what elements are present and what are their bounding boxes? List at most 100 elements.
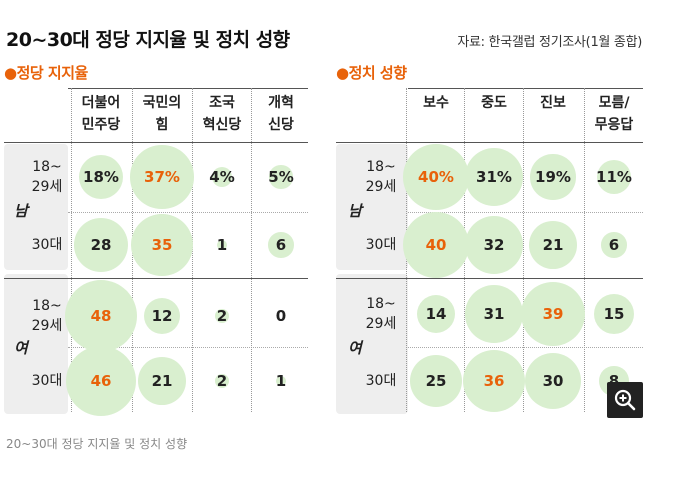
orientation-data-label: 30: [542, 372, 564, 390]
orientation-row-label-0: 18~ 29세: [365, 159, 397, 195]
zoom-button[interactable]: [607, 382, 643, 418]
orientation-bubble: [529, 221, 577, 269]
party-data-label: 5%: [268, 168, 294, 186]
party-row-divider-0: [68, 212, 308, 213]
orientation-data-label: 40: [425, 236, 447, 254]
orientation-data-label: 25: [425, 372, 447, 390]
orientation-row-label-3: 30대: [365, 373, 397, 389]
party-data-label: 12: [151, 307, 173, 325]
orientation-data-label: 40%: [418, 168, 454, 186]
party-gender-band-0: [4, 144, 68, 270]
party-row-label-2: 18~ 29세: [31, 298, 63, 334]
orientation-bubble: [410, 355, 462, 407]
orientation-group-divider: [336, 278, 643, 279]
orientation-data-label: 31: [483, 305, 505, 323]
zoom-in-icon: [614, 389, 636, 411]
orientation-column-header-2: 진보: [540, 95, 566, 111]
party-data-label: 18%: [83, 168, 119, 186]
party-data-label: 21: [151, 372, 173, 390]
orientation-column-divider-3: [584, 88, 585, 412]
party-bubble: [214, 373, 230, 389]
orientation-bubble: [601, 232, 627, 258]
party-section-title: ●정당 지지율: [4, 64, 88, 82]
party-bubble: [65, 280, 137, 352]
party-row-label-3: 30대: [31, 373, 63, 389]
party-bubble: [269, 165, 293, 189]
orientation-column-header-1: 중도: [481, 95, 507, 111]
party-bubble: [268, 232, 294, 258]
orientation-row-divider-0: [408, 212, 643, 213]
party-gender-band-1: [4, 274, 68, 414]
party-bubble: [211, 166, 233, 188]
page-title: 20~30대 정당 지지율 및 정치 성향: [6, 29, 290, 51]
orientation-data-label: 19%: [535, 168, 571, 186]
party-column-header-1: 국민의 힘: [142, 95, 182, 133]
orientation-data-label: 14: [425, 305, 447, 323]
party-data-label: 0: [275, 307, 287, 325]
orientation-gender-label-0: 남: [348, 202, 362, 220]
party-bubble: [130, 145, 194, 209]
orientation-data-label: 15: [603, 305, 625, 323]
party-bubble: [65, 345, 137, 417]
party-bubble: [216, 239, 228, 251]
party-data-label: 2: [216, 307, 228, 325]
orientation-gender-band-0: [336, 144, 408, 270]
orientation-bubble: [403, 144, 469, 210]
party-data-label: 46: [90, 372, 112, 390]
party-row-label-1: 30대: [31, 237, 63, 253]
orientation-column-header-0: 보수: [423, 95, 449, 111]
party-bubble: [73, 217, 129, 273]
orientation-bubble: [465, 285, 523, 343]
orientation-bubble: [524, 352, 582, 410]
party-header-top-rule: [68, 88, 308, 89]
orientation-row-divider-1: [408, 347, 643, 348]
party-bubble: [275, 375, 287, 387]
party-group-divider: [4, 278, 308, 279]
party-data-label: 37%: [144, 168, 180, 186]
party-bubble: [78, 154, 124, 200]
orientation-header-top-rule: [408, 88, 643, 89]
orientation-column-divider-2: [523, 88, 524, 412]
orientation-bubble: [416, 294, 456, 334]
party-data-label: 4%: [209, 168, 235, 186]
orientation-column-header-3: 모름/무응답: [594, 95, 634, 133]
orientation-data-label: 6: [608, 236, 620, 254]
party-data-label: 2: [216, 372, 228, 390]
party-bubble: [144, 298, 180, 334]
orientation-data-label: 31%: [476, 168, 512, 186]
orientation-bubble: [465, 148, 523, 206]
orientation-row-label-1: 30대: [365, 237, 397, 253]
orientation-data-label: 39: [542, 305, 564, 323]
orientation-bubble: [596, 159, 632, 195]
source-note: 자료: 한국갤럽 정기조사(1월 종합): [457, 35, 642, 50]
orientation-header-bottom-rule: [336, 142, 643, 143]
party-row-divider-1: [68, 347, 308, 348]
party-column-header-2: 조국 혁신당: [202, 95, 242, 133]
party-row-label-0: 18~ 29세: [31, 159, 63, 195]
orientation-bubble: [464, 215, 524, 275]
orientation-data-label: 32: [483, 236, 505, 254]
party-column-divider-0: [71, 88, 72, 412]
orientation-bubble: [403, 212, 469, 278]
party-bubble: [214, 308, 230, 324]
orientation-gender-band-1: [336, 274, 408, 414]
orientation-data-label: 11%: [596, 168, 632, 186]
orientation-data-label: 21: [542, 236, 564, 254]
orientation-bubble: [520, 281, 586, 347]
orientation-bubble: [593, 293, 635, 335]
party-header-bottom-rule: [4, 142, 308, 143]
party-column-divider-3: [251, 88, 252, 412]
party-gender-label-0: 남: [14, 202, 28, 220]
orientation-bubble: [530, 154, 576, 200]
party-data-label: 28: [90, 236, 112, 254]
party-bubble: [131, 214, 193, 276]
party-gender-label-1: 여: [14, 339, 28, 357]
party-bubble: [138, 357, 186, 405]
party-column-header-0: 더불어 민주당: [81, 95, 121, 133]
party-data-label: 6: [275, 236, 287, 254]
party-data-label: 35: [151, 236, 173, 254]
party-data-label: 1: [216, 236, 228, 254]
orientation-data-label: 36: [483, 372, 505, 390]
party-data-label: 1: [275, 372, 287, 390]
orientation-gender-label-1: 여: [348, 339, 362, 357]
